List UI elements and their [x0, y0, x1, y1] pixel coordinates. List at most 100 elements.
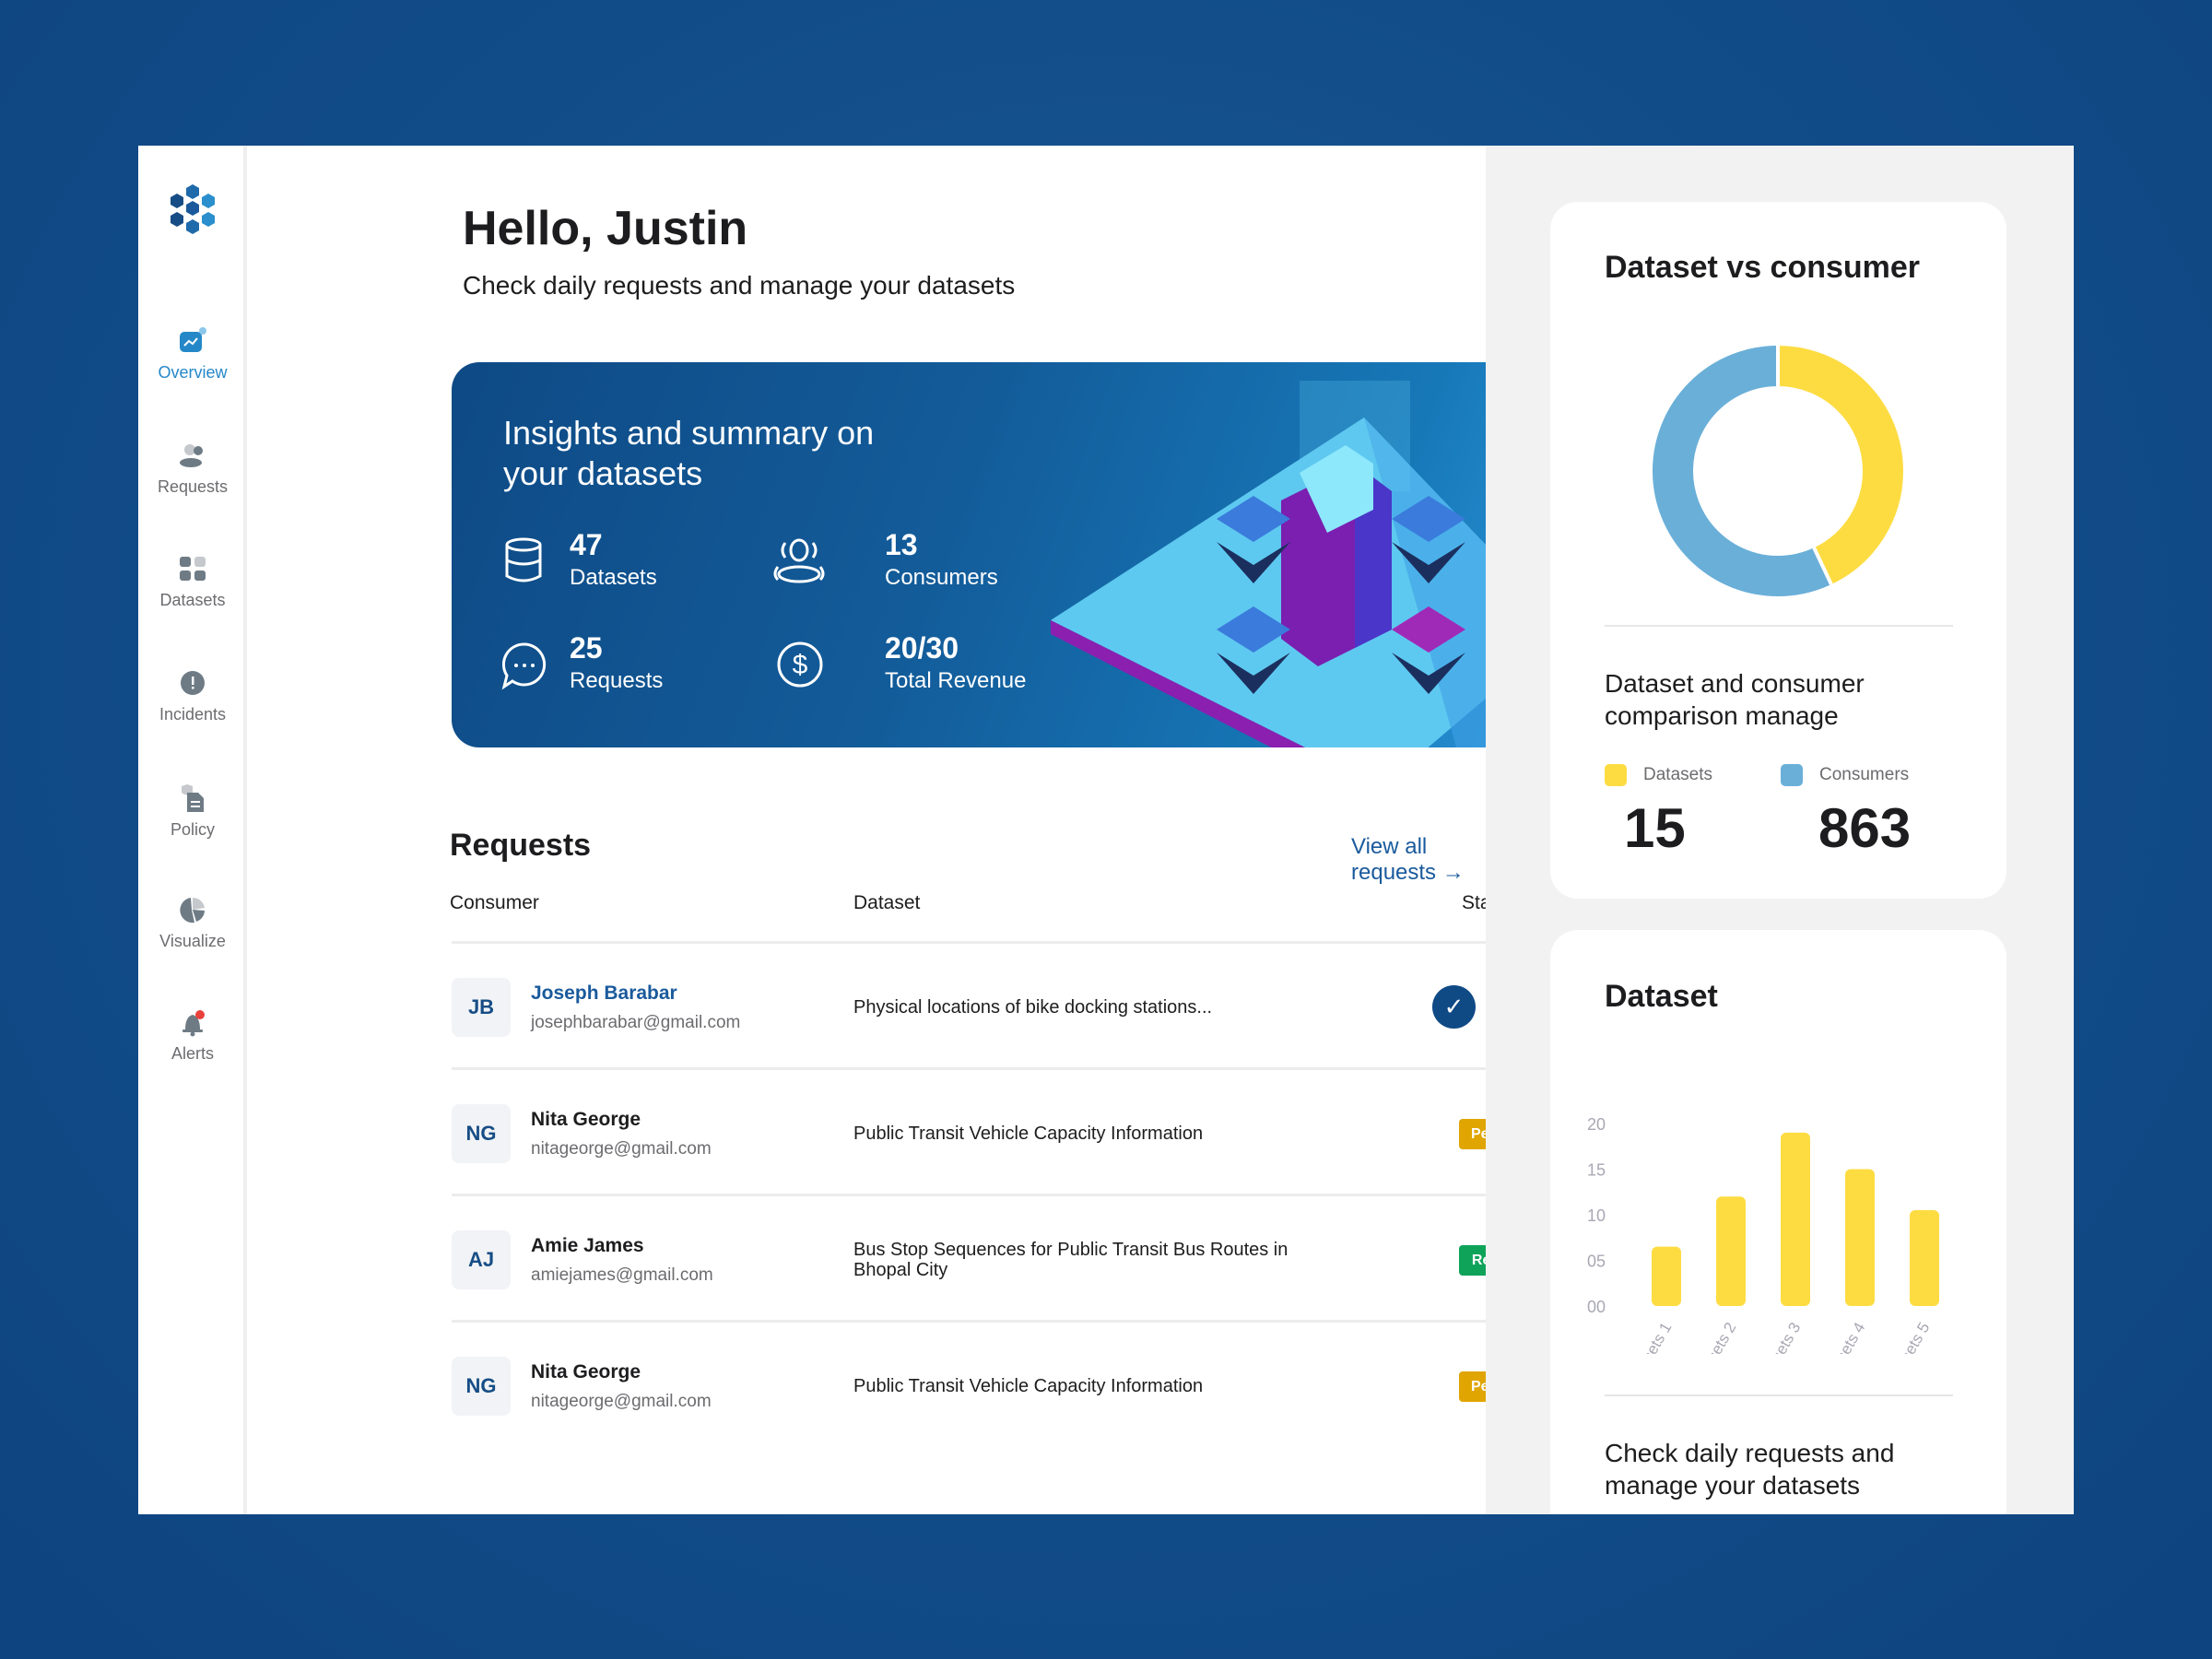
donut-separator	[1812, 547, 1833, 585]
card-title: Dataset vs consumer	[1605, 250, 1921, 285]
x-tick-label: Datasets 2	[1687, 1320, 1739, 1355]
stat-value: 13	[885, 528, 918, 561]
consumer-email: amiejames@gmail.com	[531, 1265, 713, 1285]
y-tick-label: 05	[1587, 1253, 1606, 1271]
sidebar-item-datasets[interactable]: Datasets	[138, 554, 247, 610]
dataset-name: Public Transit Vehicle Capacity Informat…	[853, 1124, 1204, 1144]
sidebar-item-label: Requests	[157, 477, 229, 496]
stat-label: Requests	[570, 668, 664, 693]
consumer-name[interactable]: Nita George	[531, 1361, 641, 1382]
x-tick-label: Datasets 4	[1816, 1320, 1868, 1355]
view-all-requests-link[interactable]: View all requests →	[1351, 834, 1486, 886]
consumer-name[interactable]: Joseph Barabar	[531, 982, 677, 1004]
bar-2	[1716, 1196, 1746, 1306]
sidebar-item-label: Incidents	[159, 705, 227, 724]
avatar: NG	[452, 1104, 511, 1163]
sidebar-item-visualize[interactable]: Visualize	[138, 895, 247, 951]
dataset-name: Physical locations of bike docking stati…	[853, 997, 1213, 1018]
y-tick-label: 15	[1587, 1161, 1606, 1180]
sidebar-item-label: Overview	[158, 363, 228, 382]
dataset-name: Bus Stop Sequences for Public Transit Bu…	[853, 1240, 1288, 1280]
sidebar-item-label: Visualize	[159, 932, 226, 950]
dashboard-window: Overview Requests Datasets Incidents Pol…	[138, 146, 2074, 1514]
requests-heading: Requests	[450, 828, 592, 863]
approve-button[interactable]: ✓	[1432, 985, 1476, 1029]
legend-value: 863	[1818, 797, 1912, 859]
stat-label: Total Revenue	[885, 668, 1027, 693]
database-icon	[505, 537, 542, 582]
dataset-vs-consumer-card: Dataset vs consumer Dataset and consumer…	[1550, 202, 2006, 899]
bell-icon	[182, 1010, 205, 1037]
chart-icon	[180, 327, 206, 352]
avatar: AJ	[452, 1230, 511, 1289]
bar-5	[1910, 1210, 1939, 1306]
bar-chart: 00 05 10 15 20 Datasets 1 Datasets 2 Datasets 3…	[1587, 1115, 1939, 1355]
bar-4	[1845, 1169, 1875, 1306]
check-icon: ✓	[1443, 993, 1465, 1020]
consumer-name[interactable]: Nita George	[531, 1109, 641, 1130]
sidebar-item-label: Datasets	[159, 591, 226, 609]
legend-label: Consumers	[1819, 765, 1910, 784]
legend-label: Datasets	[1643, 765, 1712, 784]
table-row[interactable]: AJ Amie James amiejames@gmail.com Bus St…	[452, 1196, 1554, 1323]
stat-label: Datasets	[570, 565, 657, 590]
right-panel: Dataset vs consumer Dataset and consumer…	[1486, 146, 2074, 1514]
banner-title: Insights and summary on your datasets	[503, 413, 874, 494]
users-icon	[180, 444, 203, 467]
sidebar-item-requests[interactable]: Requests	[138, 441, 247, 497]
logo-icon	[171, 184, 215, 234]
sidebar-item-overview[interactable]: Overview	[138, 326, 247, 382]
stat-value: 20/30	[885, 631, 959, 665]
avatar: NG	[452, 1357, 511, 1416]
arrow-right-icon: →	[1441, 860, 1465, 885]
table-divider	[452, 941, 1554, 944]
card-divider	[1605, 1394, 1953, 1396]
card-footer-text: Check daily requests and manage your dat…	[1605, 1439, 1895, 1500]
column-header-consumer: Consumer	[450, 892, 539, 913]
stat-value: 25	[570, 631, 603, 665]
dataset-bar-card: Dataset 00 05 10 15 20 Datasets 1 Datasets 2 Da…	[1550, 930, 2006, 1514]
link-label: View all requests	[1351, 834, 1437, 885]
bar-1	[1652, 1246, 1681, 1306]
legend-value: 15	[1624, 797, 1686, 859]
table-row[interactable]: JB Joseph Barabar josephbarabar@gmail.co…	[452, 944, 1554, 1070]
pie-chart-icon	[180, 897, 205, 924]
banner-title-line: your datasets	[503, 454, 703, 492]
x-tick-label: Datasets 3	[1751, 1320, 1804, 1355]
consumer-name[interactable]: Amie James	[531, 1235, 644, 1256]
consumer-email: josephbarabar@gmail.com	[531, 1013, 741, 1032]
card-title: Dataset	[1605, 979, 1718, 1014]
dataset-name: Public Transit Vehicle Capacity Informat…	[853, 1376, 1204, 1396]
chat-bubble-icon	[501, 642, 547, 690]
consumer-email: nitageorge@gmail.com	[531, 1392, 712, 1411]
datacenter-illustration-icon	[1051, 381, 1554, 747]
x-tick-label: Datasets 1	[1622, 1320, 1675, 1355]
card-subtitle: Dataset and consumer comparison manage	[1605, 669, 1865, 730]
avatar: JB	[452, 978, 511, 1037]
page-title: Hello, Justin	[463, 202, 748, 255]
sidebar-item-alerts[interactable]: Alerts	[138, 1007, 247, 1064]
y-tick-label: 10	[1587, 1206, 1606, 1225]
svg-text:$: $	[793, 650, 808, 680]
policy-document-icon	[182, 784, 204, 812]
legend-swatch-datasets	[1605, 764, 1627, 786]
column-header-dataset: Dataset	[853, 892, 921, 913]
table-row[interactable]: NG Nita George nitageorge@gmail.com Publ…	[452, 1070, 1554, 1196]
donut-chart	[1653, 346, 1903, 596]
page-subtitle: Check daily requests and manage your dat…	[463, 271, 1016, 300]
y-tick-label: 00	[1587, 1298, 1606, 1316]
sidebar-item-policy[interactable]: Policy	[138, 783, 247, 840]
bar-3	[1781, 1132, 1810, 1306]
sidebar: Overview Requests Datasets Incidents Pol…	[138, 146, 247, 1514]
legend-swatch-consumers	[1781, 764, 1803, 786]
x-tick-label: Datasets 5	[1880, 1320, 1933, 1355]
stat-label: Consumers	[885, 565, 998, 590]
card-divider	[1605, 625, 1953, 627]
grid-icon	[180, 557, 206, 581]
banner-title-line: Insights and summary on	[503, 414, 875, 452]
table-row[interactable]: NG Nita George nitageorge@gmail.com Publ…	[452, 1323, 1554, 1449]
sidebar-item-label: Policy	[170, 820, 215, 839]
sidebar-item-incidents[interactable]: Incidents	[138, 668, 247, 724]
alert-circle-icon	[181, 671, 205, 695]
consumer-email: nitageorge@gmail.com	[531, 1139, 712, 1159]
